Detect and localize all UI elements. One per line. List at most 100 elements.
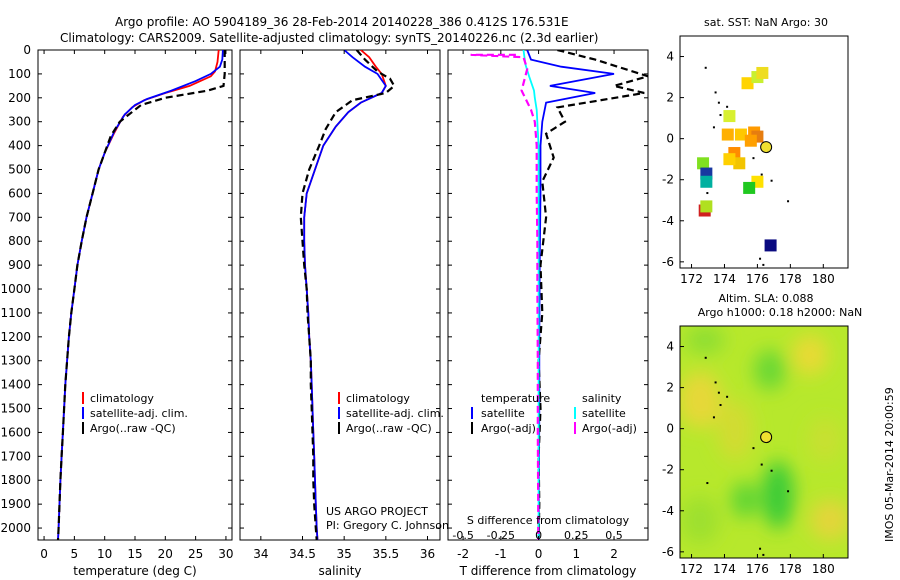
s-diff-tick-label: 0.25 xyxy=(564,529,589,542)
island-marker xyxy=(717,101,720,104)
float-position-marker xyxy=(760,431,773,444)
depth-tick-label: 500 xyxy=(8,163,31,177)
x-tick-label: 34 xyxy=(253,547,268,561)
difference-lines xyxy=(470,50,648,540)
legend-label-satellite: satellite-adj. clim. xyxy=(346,407,444,420)
x-axis-ticks: 0 5 10 15 20 25 30 34 34.5 35 35.5 36 -2 -1 0 1 2 -0.5 -0.… xyxy=(40,50,623,561)
map-x-tick-label: 172 xyxy=(680,562,703,576)
s-diff-tick-label: -0.5 xyxy=(452,529,473,542)
map-y-tick-label: 0 xyxy=(666,422,674,436)
depth-tick-label: 1700 xyxy=(0,449,31,463)
map-y-tick-label: 2 xyxy=(666,381,674,395)
sst-map-content: 172 174 176 178 180 4 2 0 -2 -4 -6 xyxy=(662,50,835,286)
temperature-legend: climatology satellite-adj. clim. Argo(..… xyxy=(82,392,188,435)
island-marker xyxy=(770,469,773,472)
island-marker xyxy=(714,91,717,94)
island-marker xyxy=(706,482,709,485)
x-tick-label: -1 xyxy=(495,547,507,561)
map-y-tick-label: -6 xyxy=(662,255,674,269)
legend-label-t-argo: Argo(-adj) xyxy=(481,422,536,435)
series-line-satellite-adj-clim- xyxy=(303,50,387,540)
x-tick-label: 25 xyxy=(188,547,203,561)
series-line-s-satellite xyxy=(522,50,540,540)
legend-label-climatology: climatology xyxy=(346,392,410,405)
x-tick-label: 15 xyxy=(127,547,142,561)
sla-map-subtitle: Argo h1000: 0.18 h2000: NaN xyxy=(698,306,863,319)
sst-cell xyxy=(734,128,747,141)
sla-map-frame xyxy=(679,325,849,559)
sst-cell xyxy=(721,128,734,141)
depth-tick-label: 1900 xyxy=(0,497,31,511)
map-y-tick-label: -2 xyxy=(662,463,674,477)
sla-map-title: Altim. SLA: 0.088 xyxy=(718,292,813,305)
difference-panel-frame xyxy=(447,49,649,541)
t-difference-xlabel: T difference from climatology xyxy=(459,564,637,578)
x-tick-label: 30 xyxy=(218,547,233,561)
sst-cell xyxy=(744,134,757,147)
island-marker xyxy=(770,179,773,182)
series-line-t-satellite xyxy=(526,50,615,540)
map-x-tick-label: 172 xyxy=(680,272,703,286)
map-y-tick-label: 0 xyxy=(666,132,674,146)
sst-cell xyxy=(741,77,754,90)
depth-tick-label: 300 xyxy=(8,115,31,129)
map-y-tick-label: -2 xyxy=(662,173,674,187)
depth-tick-label: 1800 xyxy=(0,473,31,487)
island-marker xyxy=(726,105,729,108)
x-tick-label: 35.5 xyxy=(372,547,399,561)
sst-cell xyxy=(723,110,736,123)
salinity-panel-frame xyxy=(239,49,441,541)
sst-cell xyxy=(764,239,777,252)
map-y-tick-label: 4 xyxy=(666,50,674,64)
map-x-tick-label: 174 xyxy=(713,562,736,576)
island-marker xyxy=(706,192,709,195)
depth-tick-label: 900 xyxy=(8,258,31,272)
island-marker xyxy=(719,404,722,407)
island-marker xyxy=(762,263,765,266)
depth-tick-label: 1200 xyxy=(0,330,31,344)
x-tick-label: 34.5 xyxy=(289,547,316,561)
series-line-climatology xyxy=(57,50,220,540)
depth-tick-label: 1500 xyxy=(0,402,31,416)
salinity-lines xyxy=(299,50,396,540)
depth-tick-label: 2000 xyxy=(0,521,31,535)
depth-tick-label: 0 xyxy=(23,43,31,57)
x-tick-label: 1 xyxy=(572,547,580,561)
island-marker xyxy=(787,490,790,493)
series-line-climatology xyxy=(303,50,387,540)
legend-label-argo: Argo(..raw -QC) xyxy=(346,422,432,435)
map-x-tick-label: 174 xyxy=(713,272,736,286)
island-marker xyxy=(752,157,755,160)
depth-tick-label: 200 xyxy=(8,91,31,105)
series-line-t-argo-adj- xyxy=(537,50,648,540)
project-name: US ARGO PROJECT xyxy=(326,505,428,518)
map-x-tick-label: 178 xyxy=(779,562,802,576)
series-line-argo-raw-qc- xyxy=(56,50,226,540)
x-tick-label: -2 xyxy=(457,547,469,561)
project-pi: PI: Gregory C. Johnson xyxy=(326,519,449,532)
depth-tick-label: 700 xyxy=(8,210,31,224)
island-marker xyxy=(787,200,790,203)
series-line-argo-raw-qc- xyxy=(299,50,396,540)
depth-tick-label: 800 xyxy=(8,234,31,248)
island-marker xyxy=(717,391,720,394)
temperature-xlabel: temperature (deg C) xyxy=(73,564,196,578)
sst-cell xyxy=(733,157,746,170)
map-y-tick-label: 4 xyxy=(666,340,674,354)
sst-cell xyxy=(697,157,710,170)
island-marker xyxy=(759,257,762,260)
series-line-s-argo-adj- xyxy=(470,53,540,540)
depth-tick-label: 1100 xyxy=(0,306,31,320)
x-tick-label: 36 xyxy=(420,547,435,561)
sst-cell xyxy=(723,153,736,166)
s-diff-tick-label: 0 xyxy=(535,529,542,542)
island-marker xyxy=(704,66,707,69)
legend-title-temperature: temperature xyxy=(481,392,550,405)
map-x-tick-label: 180 xyxy=(812,272,835,286)
x-tick-label: 2 xyxy=(610,547,618,561)
map-y-tick-label: -4 xyxy=(662,214,674,228)
island-marker xyxy=(762,553,765,556)
map-x-tick-label: 178 xyxy=(779,272,802,286)
s-difference-xlabel: S difference from climatology xyxy=(467,514,630,527)
